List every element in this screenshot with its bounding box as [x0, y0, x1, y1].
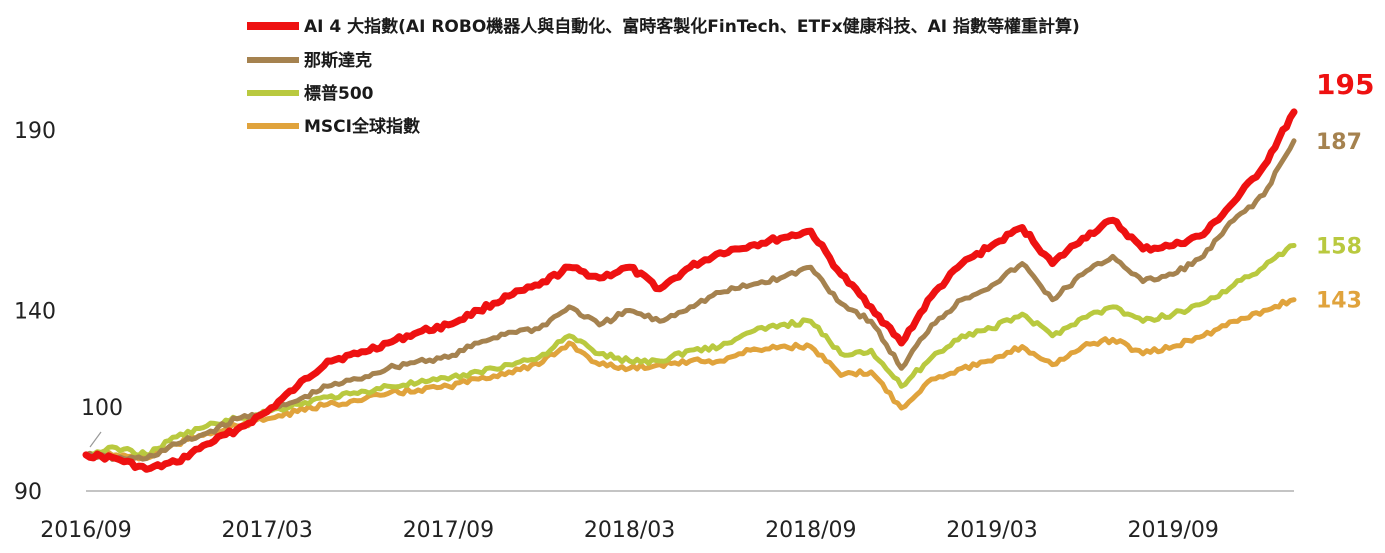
x-tick-label: 2019/09 [1127, 518, 1218, 543]
x-tick-label: 2016/09 [40, 518, 131, 543]
legend-label: AI 4 大指數(AI ROBO機器人與自動化、富時客製化FinTech、ETF… [304, 16, 1080, 37]
series-line-2 [83, 243, 1297, 458]
x-tick-label: 2017/03 [221, 518, 312, 543]
start-value-label: 100 [81, 396, 123, 421]
legend-label: 那斯達克 [304, 50, 372, 71]
series-layer [82, 108, 1298, 473]
end-value-label: 158 [1316, 235, 1362, 260]
end-value-label: 195 [1316, 68, 1374, 101]
axes: 90 140 190 2016/09 2017/03 2017/09 2018/03 2018… [14, 119, 1294, 543]
series-line-1 [83, 138, 1297, 462]
end-value-label: 143 [1316, 289, 1362, 314]
y-tick-label: 190 [14, 119, 56, 144]
start-label-leader [89, 431, 102, 448]
series-line-0 [82, 108, 1298, 473]
y-tick-label: 90 [14, 480, 42, 505]
x-tick-label: 2018/03 [584, 518, 675, 543]
legend-label: MSCI全球指數 [304, 116, 420, 137]
labels-layer: 100 195 187 158 143 [81, 68, 1374, 448]
x-tick-label: 2019/03 [946, 518, 1037, 543]
x-tick-label: 2018/09 [765, 518, 856, 543]
end-value-label: 187 [1316, 130, 1362, 155]
x-tick-label: 2017/09 [403, 518, 494, 543]
legend: AI 4 大指數(AI ROBO機器人與自動化、富時客製化FinTech、ETF… [247, 16, 1080, 137]
y-tick-label: 140 [14, 300, 56, 325]
series-line-3 [83, 297, 1297, 462]
legend-label: 標普500 [304, 83, 374, 104]
